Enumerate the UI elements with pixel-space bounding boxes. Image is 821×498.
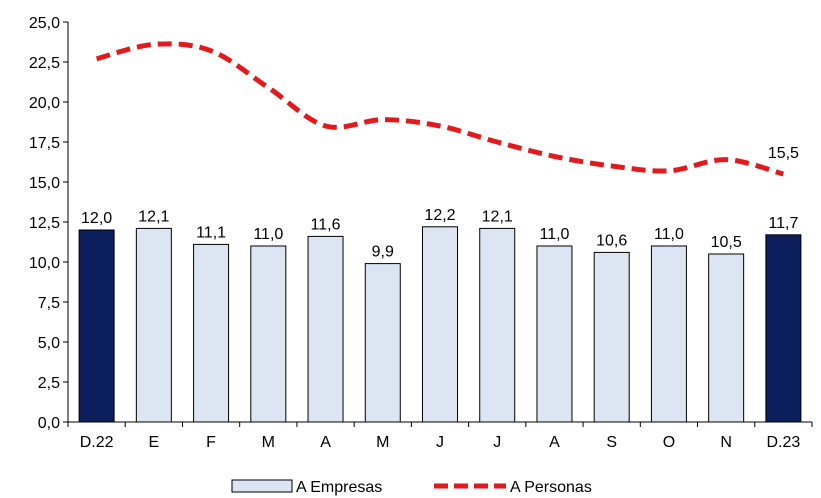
legend-swatch-empresas [231, 479, 293, 493]
legend: A Empresas A Personas [231, 479, 592, 496]
x-tick-label: F [206, 434, 216, 451]
bar [479, 227, 516, 423]
y-tick-label: 17,5 [29, 135, 60, 152]
x-tick-label: J [436, 434, 444, 451]
x-tick-label: O [663, 434, 675, 451]
legend-label-empresas: A Empresas [296, 479, 382, 496]
bar-data-label: 12,0 [81, 210, 112, 227]
y-tick-label: 5,0 [38, 335, 60, 352]
bar-data-label: 10,5 [711, 234, 742, 251]
bar [364, 263, 401, 423]
bar [593, 251, 630, 423]
y-tick-label: 10,0 [29, 255, 60, 272]
y-tick-label: 0,0 [38, 415, 60, 432]
bar [650, 245, 687, 423]
bar [307, 235, 344, 423]
bar-data-label: 11,6 [311, 216, 341, 233]
bar [765, 234, 802, 423]
x-tick-label: D.22 [80, 434, 114, 451]
line-end-label: 15,5 [768, 145, 799, 162]
y-tick-label: 2,5 [38, 375, 60, 392]
bar-data-label: 11,0 [253, 226, 283, 243]
legend-label-personas: A Personas [510, 479, 592, 496]
x-tick-label: D.23 [766, 434, 800, 451]
bar-data-label: 12,1 [138, 208, 169, 225]
bar [422, 226, 458, 423]
x-tick-label: M [262, 434, 275, 451]
bar [250, 245, 287, 423]
y-tick-label: 20,0 [29, 95, 60, 112]
bar [135, 227, 172, 423]
bar-data-label: 11,1 [196, 224, 226, 241]
bar [536, 245, 573, 423]
x-tick-label: J [493, 434, 501, 451]
y-tick-label: 7,5 [38, 295, 60, 312]
bar [193, 243, 230, 423]
x-tick-label: N [720, 434, 732, 451]
bar-data-label: 12,1 [482, 208, 513, 225]
y-tick-label: 22,5 [29, 55, 60, 72]
bar [708, 253, 745, 423]
x-tick-label: S [606, 434, 617, 451]
personas-line [95, 41, 785, 177]
x-tick-label: M [376, 434, 389, 451]
bar-data-label: 10,6 [596, 232, 627, 249]
bar-data-label: 9,9 [372, 244, 394, 261]
bar-data-label: 11,7 [768, 215, 798, 232]
x-tick-label: A [549, 434, 560, 451]
bar-data-label: 11,0 [654, 226, 684, 243]
x-tick-label: E [149, 434, 160, 451]
x-tick-label: A [320, 434, 331, 451]
y-tick-label: 25,0 [29, 15, 60, 32]
bar [78, 229, 115, 423]
bar-data-label: 12,2 [424, 207, 455, 224]
y-tick-label: 12,5 [29, 215, 60, 232]
y-tick-label: 15,0 [29, 175, 60, 192]
bar-data-label: 11,0 [539, 226, 569, 243]
plot-area: 0,0 2,5 5,0 7,5 10,0 12,5 15,0 17,5 20,0 22,5 25,0… [29, 15, 813, 451]
